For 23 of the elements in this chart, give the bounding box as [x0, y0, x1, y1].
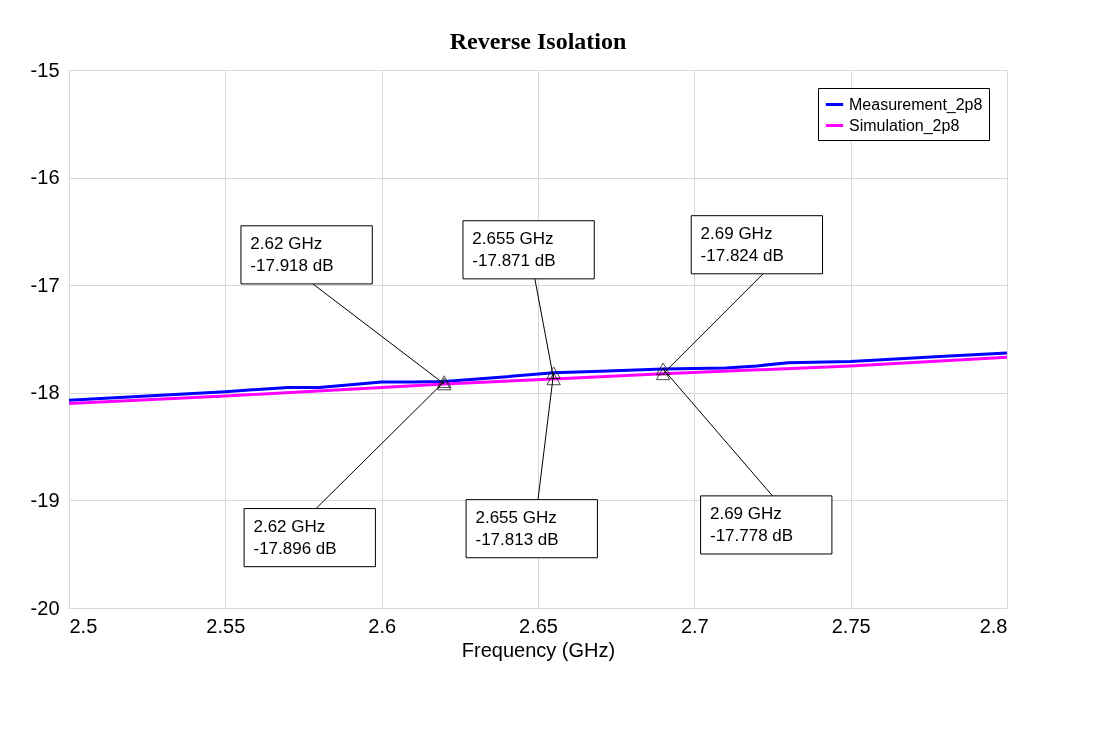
x-tick-label: 2.65 [519, 614, 558, 637]
x-tick-label: 2.55 [206, 614, 246, 637]
x-tick-label: 2.7 [680, 614, 709, 637]
y-tick-label: -15 [30, 58, 60, 81]
annotation: 2.62 GHz -17.918 dB [250, 233, 334, 275]
x-tick-label: 2.75 [831, 614, 871, 637]
legend-label: Simulation_2p8 [849, 116, 960, 135]
x-tick-label: 2.5 [69, 614, 98, 637]
y-tick-label: -16 [30, 166, 60, 189]
y-tick-label: -20 [30, 596, 60, 619]
x-axis-title: Frequency (GHz) [461, 638, 616, 661]
legend-label: Measurement_2p8 [849, 95, 983, 114]
x-tick-label: 2.8 [979, 614, 1008, 637]
annotation: 2.69 GHz -17.824 dB [700, 223, 784, 265]
y-tick-label: -17 [30, 273, 60, 296]
annotation: 2.62 GHz -17.896 dB [253, 516, 337, 558]
annotation: 2.655 GHz -17.813 dB [475, 507, 559, 549]
chart-title: Reverse Isolation [449, 28, 627, 54]
y-tick-label: -18 [30, 381, 60, 404]
y-tick-label: -19 [30, 488, 60, 511]
x-tick-label: 2.6 [368, 614, 397, 637]
annotation: 2.655 GHz -17.871 dB [472, 228, 556, 270]
annotation: 2.69 GHz -17.778 dB [709, 503, 794, 545]
